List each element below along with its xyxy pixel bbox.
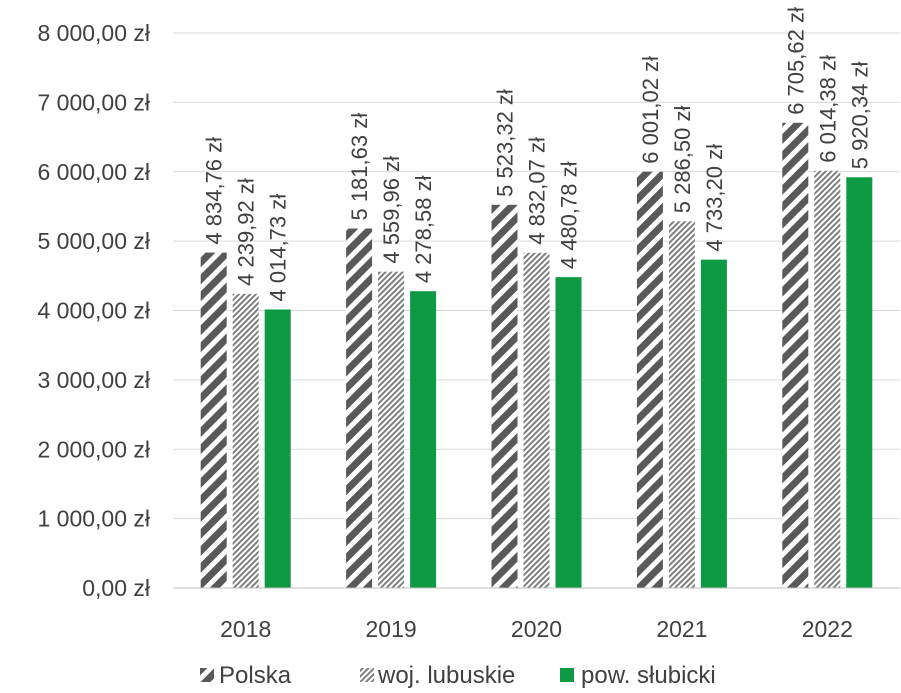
- y-tick-label: 1 000,00 zł: [37, 506, 150, 532]
- y-tick-label: 2 000,00 zł: [37, 436, 150, 462]
- data-label: 6 014,38 zł: [815, 55, 840, 163]
- data-label: 4 733,20 zł: [702, 144, 727, 252]
- x-tick-label: 2021: [656, 616, 707, 642]
- y-tick-label: 4 000,00 zł: [37, 298, 150, 324]
- data-label: 4 278,58 zł: [411, 175, 436, 283]
- data-label: 5 920,34 zł: [847, 62, 872, 170]
- data-label: 4 014,73 zł: [266, 194, 291, 302]
- axes: 0,00 zł 1 000,00 zł 2 000,00 zł 3 000,00 zł…: [37, 20, 900, 642]
- x-tick-label: 2018: [220, 616, 271, 642]
- data-label: 6 705,62 zł: [783, 7, 808, 115]
- bar-pow-s-ubicki-2021: [700, 259, 727, 588]
- bar-woj-lubuskie-2022: [814, 170, 841, 588]
- bar-pow-s-ubicki-2022: [846, 177, 873, 588]
- bar-polska-2019: [346, 228, 373, 588]
- data-label: 4 480,78 zł: [557, 161, 582, 269]
- legend-label: Polska: [219, 662, 292, 689]
- legend: Polska woj. lubuskie pow. słubicki: [200, 662, 716, 689]
- bar-pow-s-ubicki-2020: [555, 277, 582, 588]
- bar-woj-lubuskie-2020: [523, 252, 550, 588]
- bar-pow-s-ubicki-2018: [264, 309, 291, 588]
- x-tick-label: 2022: [802, 616, 853, 642]
- data-label: 5 523,32 zł: [493, 89, 518, 197]
- x-tick-label: 2019: [366, 616, 417, 642]
- data-label: 4 559,96 zł: [379, 156, 404, 264]
- data-label: 4 239,92 zł: [234, 178, 259, 286]
- x-tick-label: 2020: [511, 616, 562, 642]
- bars: [200, 122, 873, 589]
- y-tick-label: 5 000,00 zł: [37, 228, 150, 254]
- bar-woj-lubuskie-2021: [668, 221, 695, 588]
- legend-swatch: [360, 668, 374, 682]
- bar-polska-2022: [782, 122, 809, 589]
- bar-woj-lubuskie-2019: [378, 271, 405, 588]
- data-label: 5 286,50 zł: [670, 106, 695, 214]
- bar-polska-2018: [200, 252, 227, 588]
- legend-swatch: [200, 668, 214, 682]
- data-label: 4 834,76 zł: [202, 137, 227, 245]
- legend-label: pow. słubicki: [581, 662, 716, 689]
- data-labels: 4 834,76 zł 4 239,92 zł 4 014,73 zł 5 181,6…: [202, 7, 873, 301]
- bar-polska-2021: [636, 171, 663, 588]
- bar-woj-lubuskie-2018: [232, 293, 259, 588]
- legend-label: woj. lubuskie: [377, 662, 515, 689]
- y-tick-label: 8 000,00 zł: [37, 20, 150, 46]
- legend-swatch: [560, 668, 574, 682]
- y-tick-label: 0,00 zł: [82, 575, 150, 601]
- bar-pow-s-ubicki-2019: [410, 291, 437, 588]
- bar-polska-2020: [491, 204, 518, 588]
- y-tick-label: 6 000,00 zł: [37, 159, 150, 185]
- data-label: 5 181,63 zł: [347, 113, 372, 221]
- y-tick-label: 3 000,00 zł: [37, 367, 150, 393]
- data-label: 4 832,07 zł: [525, 137, 550, 245]
- y-tick-label: 7 000,00 zł: [37, 89, 150, 115]
- data-label: 6 001,02 zł: [638, 56, 663, 164]
